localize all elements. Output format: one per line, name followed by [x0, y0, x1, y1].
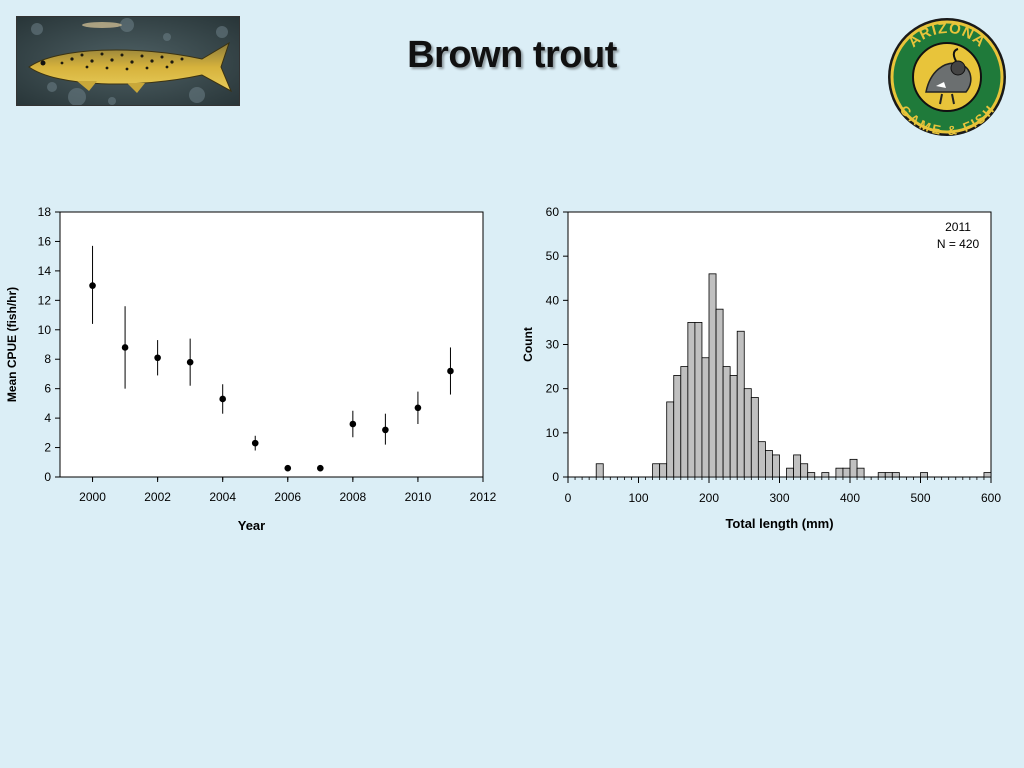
histogram-bar [687, 322, 696, 478]
histogram-bar [595, 463, 604, 478]
data-point [284, 464, 292, 472]
y-tick-label: 60 [546, 205, 560, 219]
y-tick-label: 16 [38, 234, 52, 248]
x-tick-label: 600 [981, 491, 1001, 505]
cpue-chart: 0 2 4 6 8 10 12 14 16 18 2000 2002 2004 2006 2008 2010 2… [5, 205, 497, 533]
x-tick-label: 200 [699, 491, 719, 505]
histogram-bar [849, 458, 858, 478]
chart-annotation: N = 420 [937, 237, 980, 251]
x-tick-label: 2004 [209, 490, 236, 504]
histogram-bar [891, 472, 900, 478]
data-point [219, 395, 226, 403]
x-tick-label: 2012 [470, 490, 497, 504]
y-tick-label: 0 [552, 470, 559, 484]
data-point [382, 426, 389, 434]
y-axis-label: Mean CPUE (fish/hr) [5, 287, 19, 402]
x-tick-label: 100 [628, 491, 648, 505]
x-tick-label: 0 [565, 491, 572, 505]
histogram-bar [673, 375, 682, 478]
histogram-bar [877, 472, 886, 478]
histogram-bar [701, 357, 710, 478]
histogram-bar [800, 463, 809, 478]
histogram-bar [793, 454, 802, 478]
histogram-bar [807, 472, 816, 478]
arizona-game-and-fish-logo-icon: ARIZONA GAME & FISH [888, 18, 1006, 138]
y-tick-label: 30 [546, 338, 560, 352]
y-tick-label: 0 [44, 470, 51, 484]
y-tick-label: 2 [44, 441, 51, 455]
data-point [447, 367, 454, 375]
chart-annotation: 2011 [945, 220, 971, 234]
histogram-bar [764, 450, 773, 478]
x-tick-label: 400 [840, 491, 860, 505]
histogram-bar [729, 375, 738, 478]
histogram-bar [757, 441, 766, 478]
slide-title: Brown trout [407, 34, 617, 76]
histogram-bar [715, 308, 724, 478]
histogram-bar [821, 472, 830, 478]
histogram-bar [750, 397, 759, 478]
data-point [414, 404, 422, 412]
histogram-bar [772, 454, 780, 478]
histogram-bar [680, 366, 689, 478]
y-tick-label: 14 [38, 264, 52, 278]
histogram-bar [884, 472, 893, 478]
histogram-bar [743, 388, 752, 478]
y-tick-label: 12 [38, 293, 52, 307]
y-tick-label: 10 [38, 323, 52, 337]
plot-area [59, 211, 484, 478]
histogram-bar [666, 401, 675, 478]
x-tick-label: 2000 [79, 490, 106, 504]
data-point [251, 439, 259, 447]
y-tick-label: 10 [546, 426, 560, 440]
x-tick-label: 300 [769, 491, 789, 505]
y-tick-label: 20 [546, 382, 560, 396]
histogram-bar [708, 273, 717, 478]
histogram-bar [835, 467, 844, 478]
histogram-bar [694, 322, 703, 478]
y-tick-label: 4 [44, 411, 51, 425]
length-histogram: 0 100 200 300 400 500 600 0 10 20 30 40 50 60 2011 N = … [521, 205, 1001, 531]
histogram-bar [856, 467, 865, 478]
histogram-bar [983, 472, 992, 478]
x-tick-label: 2010 [405, 490, 432, 504]
data-point [89, 282, 96, 289]
x-axis-label: Total length (mm) [725, 516, 833, 531]
x-tick-label: 2002 [144, 490, 171, 504]
y-tick-label: 18 [38, 205, 52, 219]
data-point [154, 354, 161, 362]
y-tick-label: 8 [44, 352, 51, 366]
x-tick-label: 2006 [274, 490, 301, 504]
histogram-bar [652, 463, 661, 478]
y-tick-label: 50 [546, 249, 560, 263]
data-point [186, 358, 194, 366]
x-tick-label: 2008 [339, 490, 366, 504]
data-point [121, 344, 129, 351]
histogram-bar [722, 366, 731, 478]
y-tick-label: 40 [546, 293, 560, 307]
trout-photo [16, 16, 240, 106]
y-axis-label: Count [521, 327, 535, 362]
histogram-bar [786, 467, 794, 478]
histogram-bar [736, 330, 745, 478]
x-tick-label: 500 [910, 491, 930, 505]
histogram-bar [920, 472, 928, 478]
data-point [317, 464, 324, 472]
histogram-bar [842, 467, 851, 478]
y-tick-label: 6 [44, 382, 51, 396]
x-axis-label: Year [238, 518, 265, 533]
plot-area [567, 211, 992, 478]
agency-logo: ARIZONA GAME & FISH [886, 16, 1008, 138]
data-point [349, 420, 357, 428]
histogram-bar [659, 463, 668, 478]
